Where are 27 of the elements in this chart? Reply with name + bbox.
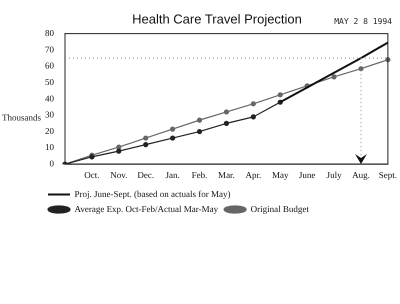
legend-label: Original Budget	[250, 204, 310, 214]
y-tick-label: 80	[45, 28, 54, 38]
x-tick-label: Mar.	[218, 170, 235, 180]
y-axis-title: Thousands	[2, 112, 42, 123]
x-tick-label: Apr.	[245, 170, 262, 180]
x-tick-label: May	[272, 170, 289, 180]
x-tick-label: Nov.	[110, 170, 128, 180]
x-tick-label: July	[326, 170, 342, 180]
y-tick-label: 70	[45, 44, 54, 54]
y-tick-label: 20	[45, 126, 54, 136]
y-tick-label: 50	[45, 76, 54, 87]
text: MAY 2 8 1994	[334, 17, 392, 26]
y-tick-label: 0	[50, 158, 54, 169]
y-tick-label: 30	[45, 110, 54, 120]
x-tick-label: Aug.	[352, 170, 370, 180]
legend-label: Average Exp. Oct-Feb/Actual Mar-May	[74, 204, 219, 214]
y-tick-label: 60	[45, 60, 54, 71]
x-tick-label: Jan.	[166, 170, 180, 180]
y-tick-label: 10	[45, 142, 54, 152]
x-tick-label: Feb.	[192, 170, 208, 180]
x-tick-label: June	[298, 170, 316, 180]
x-tick-label: Dec.	[137, 170, 154, 180]
x-tick-label: Sept.	[378, 170, 398, 180]
legend-label: Proj. June-Sept. (based on actuals for May)	[74, 188, 230, 199]
y-tick-label: 40	[45, 93, 54, 104]
chart-title: Health Care Travel Projection	[132, 11, 302, 26]
x-tick-label: Oct.	[84, 170, 100, 180]
